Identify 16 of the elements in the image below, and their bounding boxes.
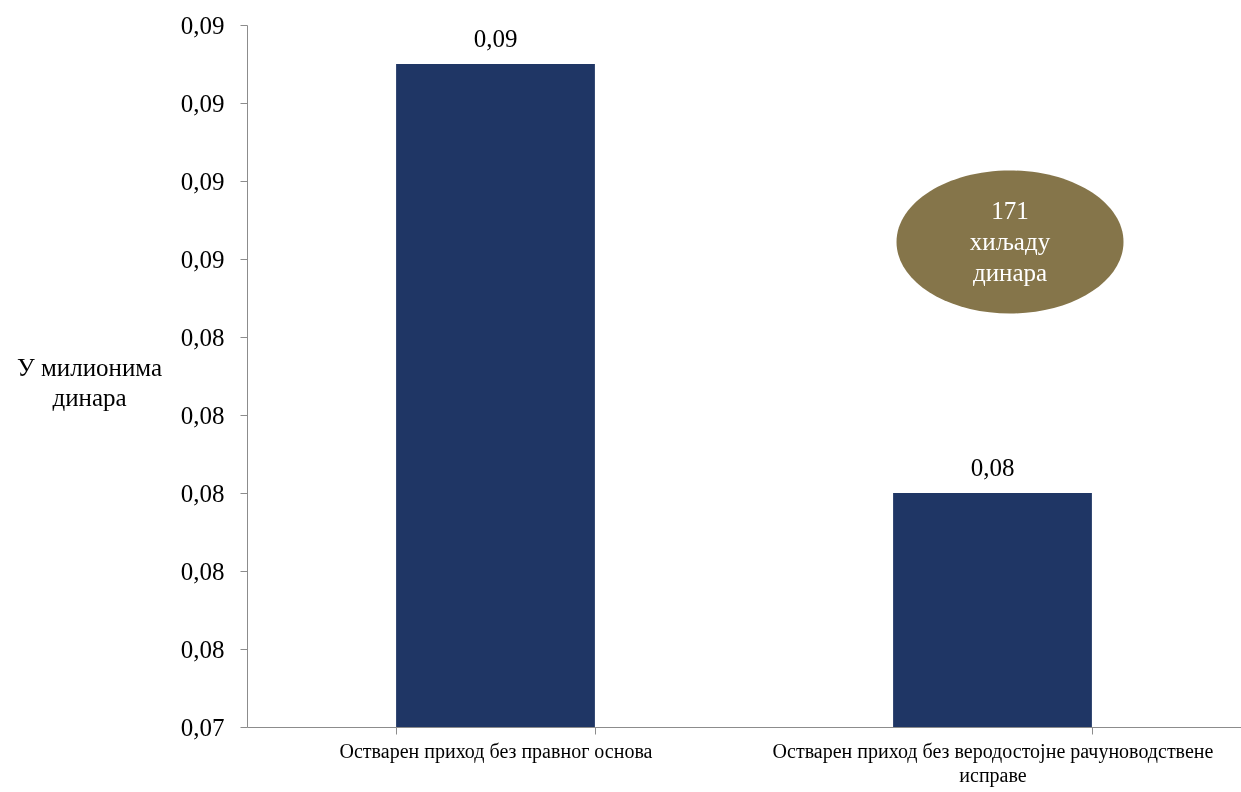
y-tick-label: 0,09 [180,11,225,39]
y-tick-label: 0,08 [180,401,225,429]
y-tick-label: 0,08 [180,323,225,351]
y-tick-label: 0,08 [180,635,225,663]
x-tick-label: Остварен приход без правног основа [339,739,653,763]
y-tick-label: 0,08 [180,479,225,507]
y-tick-label: 0,09 [180,245,225,273]
y-tick-label: 0,09 [180,89,225,117]
y-tick-label: 0,09 [180,167,225,195]
data-label: 0,08 [970,454,1015,481]
y-axis-title: У милионима динара [16,353,163,411]
annotation: 171 хиљаду динара [969,197,1051,286]
y-tick-label: 0,07 [180,713,225,741]
x-tick-label: Остварен приход без веродостојне рачуноводствене исправе [772,739,1214,787]
data-label: 0,09 [473,25,518,52]
y-tick-label: 0,08 [180,557,225,585]
